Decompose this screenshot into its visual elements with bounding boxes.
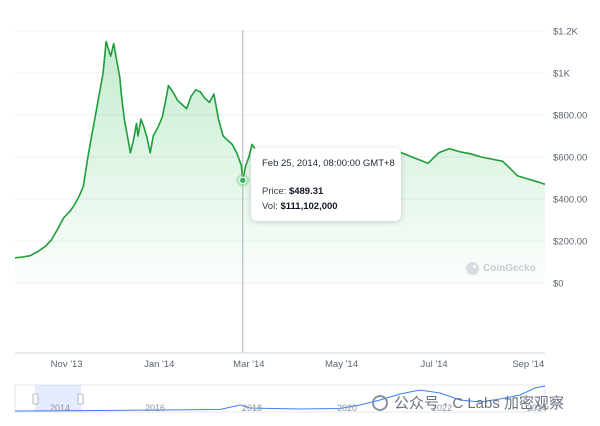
gecko-logo-icon — [466, 262, 479, 275]
tooltip-date: Feb 25, 2014, 08:00:00 GMT+8 — [262, 158, 395, 169]
price-area — [15, 41, 545, 283]
tooltip-price-value: $489.31 — [288, 186, 324, 197]
x-tick-label: Jan '14 — [144, 359, 174, 370]
watermark-text: CoinGecko — [483, 263, 536, 274]
tooltip-vol-value: $111,102,000 — [280, 201, 338, 212]
wechat-icon — [372, 394, 388, 411]
x-tick-label: May '14 — [325, 359, 358, 370]
y-tick-label: $0 — [553, 279, 564, 290]
navigator-selection[interactable] — [35, 385, 81, 412]
navigator-year-label: 2014 — [50, 403, 70, 413]
tooltip-vol-label: Vol: — [262, 201, 278, 212]
y-tick-label: $200.00 — [553, 237, 587, 248]
y-tick-label: $600.00 — [553, 153, 587, 164]
y-tick-label: $800.00 — [553, 111, 587, 122]
price-tooltip: Feb 25, 2014, 08:00:00 GMT+8 Price: $489… — [251, 148, 401, 221]
tooltip-vol-row: Vol: $111,102,000 — [262, 201, 390, 212]
hover-point — [236, 173, 250, 187]
y-tick-label: $400.00 — [553, 195, 587, 206]
credit-overlay: 公众号 · C Labs 加密观察 — [372, 392, 564, 413]
hover-dot — [239, 176, 247, 184]
navigator-right-handle[interactable] — [77, 393, 84, 405]
navigator-year-label: 2016 — [145, 403, 165, 413]
y-tick-label: $1K — [553, 69, 571, 80]
navigator-year-label: 2020 — [337, 403, 357, 413]
coingecko-watermark: CoinGecko — [466, 262, 536, 275]
x-tick-label: Jul '14 — [421, 359, 448, 370]
x-tick-label: Nov '13 — [51, 359, 83, 370]
navigator-year-label: 2022 — [432, 403, 452, 413]
navigator-year-label: 2018 — [242, 403, 262, 413]
y-tick-label: $1.2K — [553, 27, 578, 38]
credit-text: 公众号 · C Labs 加密观察 — [394, 395, 565, 412]
tooltip-price-row: Price: $489.31 — [262, 186, 390, 197]
x-tick-label: Sep '14 — [512, 359, 544, 370]
navigator-left-handle[interactable] — [32, 393, 39, 405]
price-line — [14, 40, 546, 259]
navigator-year-label: 2024 — [527, 403, 547, 413]
x-tick-label: Mar '14 — [233, 359, 264, 370]
tooltip-price-label: Price: — [262, 186, 287, 197]
